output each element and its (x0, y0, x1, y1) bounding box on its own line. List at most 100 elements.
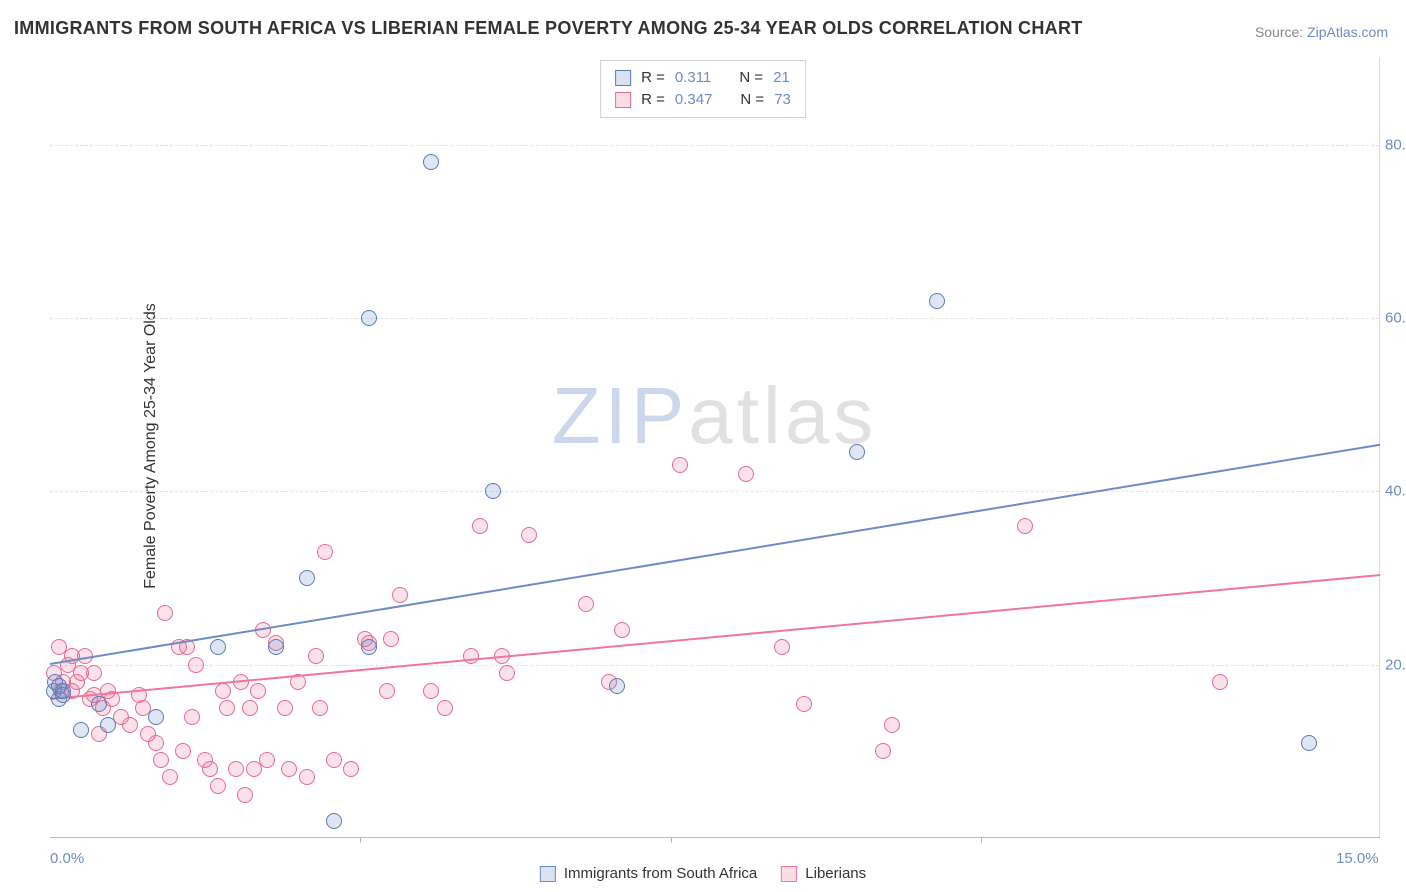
data-point (210, 639, 226, 655)
data-point (148, 709, 164, 725)
data-point (463, 648, 479, 664)
data-point (228, 761, 244, 777)
data-point (796, 696, 812, 712)
data-point (250, 683, 266, 699)
data-point (326, 752, 342, 768)
data-point (875, 743, 891, 759)
data-point (148, 735, 164, 751)
data-point (774, 639, 790, 655)
data-point (738, 466, 754, 482)
data-point (472, 518, 488, 534)
x-tick-mark (981, 837, 982, 843)
data-point (317, 544, 333, 560)
data-point (100, 717, 116, 733)
data-point (153, 752, 169, 768)
source-link[interactable]: ZipAtlas.com (1307, 24, 1388, 40)
data-point (614, 622, 630, 638)
chart-title: IMMIGRANTS FROM SOUTH AFRICA VS LIBERIAN… (14, 18, 1083, 39)
data-point (326, 813, 342, 829)
watermark: ZIPatlas (552, 370, 877, 462)
legend-swatch-bottom-1 (781, 866, 797, 882)
data-point (175, 743, 191, 759)
trend-line (50, 444, 1380, 665)
data-point (672, 457, 688, 473)
y-tick-label: 80.0% (1385, 136, 1406, 153)
x-tick-mark (671, 837, 672, 843)
legend-item-0: Immigrants from South Africa (540, 865, 757, 882)
legend-n-value-1: 73 (774, 89, 791, 111)
data-point (578, 596, 594, 612)
legend-r-label: R = (641, 89, 665, 111)
legend-n-label: N = (740, 89, 764, 111)
data-point (308, 648, 324, 664)
data-point (268, 639, 284, 655)
data-point (521, 527, 537, 543)
data-point (437, 700, 453, 716)
legend-r-label: R = (641, 67, 665, 89)
gridline (50, 145, 1379, 146)
data-point (1301, 735, 1317, 751)
watermark-atlas: atlas (688, 371, 877, 460)
data-point (86, 665, 102, 681)
data-point (259, 752, 275, 768)
data-point (1017, 518, 1033, 534)
gridline (50, 491, 1379, 492)
data-point (1212, 674, 1228, 690)
x-tick-label: 15.0% (1336, 850, 1379, 867)
watermark-zip: ZIP (552, 371, 688, 460)
x-tick-label: 0.0% (50, 850, 84, 867)
data-point (312, 700, 328, 716)
data-point (55, 683, 71, 699)
gridline (50, 665, 1379, 666)
legend-swatch-bottom-0 (540, 866, 556, 882)
data-point (237, 787, 253, 803)
legend-n-value-0: 21 (773, 67, 790, 89)
data-point (277, 700, 293, 716)
data-point (499, 665, 515, 681)
data-point (157, 605, 173, 621)
data-point (423, 154, 439, 170)
data-point (219, 700, 235, 716)
data-point (392, 587, 408, 603)
legend-swatch-0 (615, 70, 631, 86)
data-point (188, 657, 204, 673)
legend-r-value-1: 0.347 (675, 89, 713, 111)
data-point (423, 683, 439, 699)
data-point (210, 778, 226, 794)
data-point (242, 700, 258, 716)
data-point (849, 444, 865, 460)
legend-row-series-1: R = 0.347 N = 73 (615, 89, 791, 111)
data-point (299, 570, 315, 586)
data-point (361, 639, 377, 655)
data-point (281, 761, 297, 777)
legend-label-0: Immigrants from South Africa (564, 865, 757, 882)
correlation-legend: R = 0.311 N = 21 R = 0.347 N = 73 (600, 60, 806, 118)
data-point (202, 761, 218, 777)
data-point (929, 293, 945, 309)
data-point (485, 483, 501, 499)
data-point (383, 631, 399, 647)
x-tick-mark (360, 837, 361, 843)
data-point (73, 722, 89, 738)
y-tick-label: 60.0% (1385, 310, 1406, 327)
data-point (379, 683, 395, 699)
gridline (50, 318, 1379, 319)
legend-label-1: Liberians (805, 865, 866, 882)
y-tick-label: 20.0% (1385, 656, 1406, 673)
data-point (162, 769, 178, 785)
data-point (122, 717, 138, 733)
data-point (884, 717, 900, 733)
data-point (299, 769, 315, 785)
source-label: Source: ZipAtlas.com (1255, 24, 1388, 40)
data-point (609, 678, 625, 694)
data-point (184, 709, 200, 725)
y-tick-label: 40.0% (1385, 483, 1406, 500)
source-prefix: Source: (1255, 24, 1307, 40)
trend-line (50, 574, 1380, 700)
data-point (215, 683, 231, 699)
legend-item-1: Liberians (781, 865, 866, 882)
series-legend: Immigrants from South Africa Liberians (540, 865, 866, 882)
legend-r-value-0: 0.311 (675, 67, 711, 89)
legend-n-label: N = (739, 67, 763, 89)
legend-swatch-1 (615, 92, 631, 108)
